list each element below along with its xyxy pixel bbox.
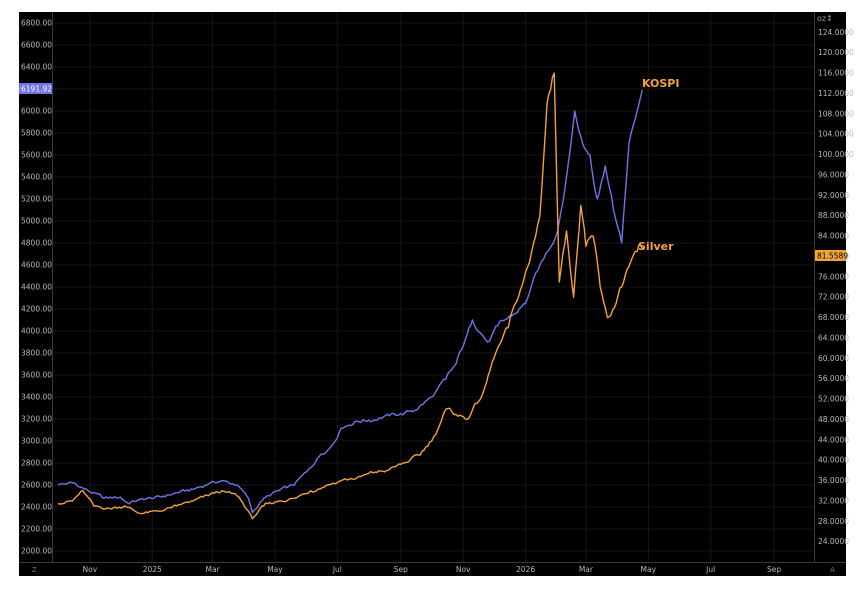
silver-line [57,72,643,520]
left-tick-label: 3600.00 [21,371,52,380]
kospi-series-label: KOSPI [642,77,679,90]
right-tick-label: 44.0000 [818,435,849,444]
left-tick-label: 4800.00 [21,239,52,248]
x-axis-ticks: Nov 2025 Mar May Jul Sep Nov 2026 Mar May Jul Sep [83,565,782,574]
left-tick-label: 6600.00 [21,41,52,50]
left-tick-label: 5600.00 [21,151,52,160]
chart-background [19,12,846,576]
x-tick-label: May [641,565,657,574]
right-tick-label: 72.0000 [818,293,849,302]
left-tick-label: 2400.00 [21,503,52,512]
gridlines [52,12,814,562]
right-tick-label: 36.0000 [818,476,849,485]
x-tick-label: Jul [705,565,715,574]
right-tick-label: 112.0000 [818,89,854,98]
right-tick-label: 100.0000 [818,150,854,159]
left-tick-label: 5800.00 [21,129,52,138]
kospi-last-value-badge [19,83,52,94]
x-tick-label: Nov [83,565,98,574]
kospi-line [57,89,643,514]
left-tick-label: 3400.00 [21,393,52,402]
left-tick-label: 5400.00 [21,173,52,182]
left-tick-label: 6800.00 [21,19,52,28]
left-tick-label: 6000.00 [21,107,52,116]
x-tick-label: Jul [332,565,342,574]
left-tick-label: 5200.00 [21,195,52,204]
right-tick-label: 116.0000 [818,69,854,78]
right-tick-label: 60.0000 [818,354,849,363]
right-tick-label: 52.0000 [818,395,849,404]
right-tick-label: 40.0000 [818,456,849,465]
right-tick-label: 92.0000 [818,191,849,200]
right-tick-label: 76.0000 [818,272,849,281]
right-tick-label: 104.0000 [818,130,854,139]
x-tick-label: 2025 [143,565,162,574]
right-tick-label: 68.0000 [818,313,849,322]
x-tick-label: Sep [394,565,408,574]
right-tick-label: 88.0000 [818,211,849,220]
right-tick-label: 120.0000 [818,48,854,57]
series-lines [57,72,643,520]
left-tick-label: 4600.00 [21,261,52,270]
left-tick-label: 2800.00 [21,459,52,468]
left-tick-label: 5000.00 [21,217,52,226]
x-tick-label: 2026 [516,565,535,574]
left-tick-label: 4000.00 [21,327,52,336]
left-tick-label: 3000.00 [21,437,52,446]
right-tick-label: 28.0000 [818,517,849,526]
right-tick-label: 64.0000 [818,333,849,342]
left-tick-label: 3800.00 [21,349,52,358]
left-tick-label: 2000.00 [21,547,52,556]
right-tick-label: 124.0000 [818,28,854,37]
left-corner-label: Z [32,566,37,574]
right-corner-label: A [830,566,835,574]
x-tick-label: Nov [456,565,471,574]
left-tick-label: 3200.00 [21,415,52,424]
right-tick-label: 24.0000 [818,537,849,546]
silver-last-value-label: 81.5589 [817,252,848,261]
right-tick-label: 84.0000 [818,232,849,241]
right-tick-label: 56.0000 [818,374,849,383]
kospi-last-value-label: 6191.92 [21,85,52,94]
left-tick-label: 4400.00 [21,283,52,292]
right-axis-unit-label: oz↕ [817,14,833,23]
x-tick-label: Sep [767,565,781,574]
left-axis-ticks: 2000.00 2200.00 2400.00 2600.00 2800.00 3000.… [21,19,52,556]
left-tick-label: 2600.00 [21,481,52,490]
right-tick-label: 96.0000 [818,170,849,179]
x-tick-label: Mar [579,565,594,574]
x-tick-label: Mar [206,565,221,574]
x-tick-label: May [267,565,283,574]
silver-series-label: Silver [638,240,674,253]
right-tick-label: 32.0000 [818,496,849,505]
right-tick-label: 108.0000 [818,109,854,118]
right-tick-label: 48.0000 [818,415,849,424]
left-tick-label: 6400.00 [21,63,52,72]
left-tick-label: 2200.00 [21,525,52,534]
left-tick-label: 4200.00 [21,305,52,314]
right-axis-ticks: 24.0000 28.0000 32.0000 36.0000 40.0000 44.00… [818,28,854,546]
silver-last-value-badge [815,250,846,261]
